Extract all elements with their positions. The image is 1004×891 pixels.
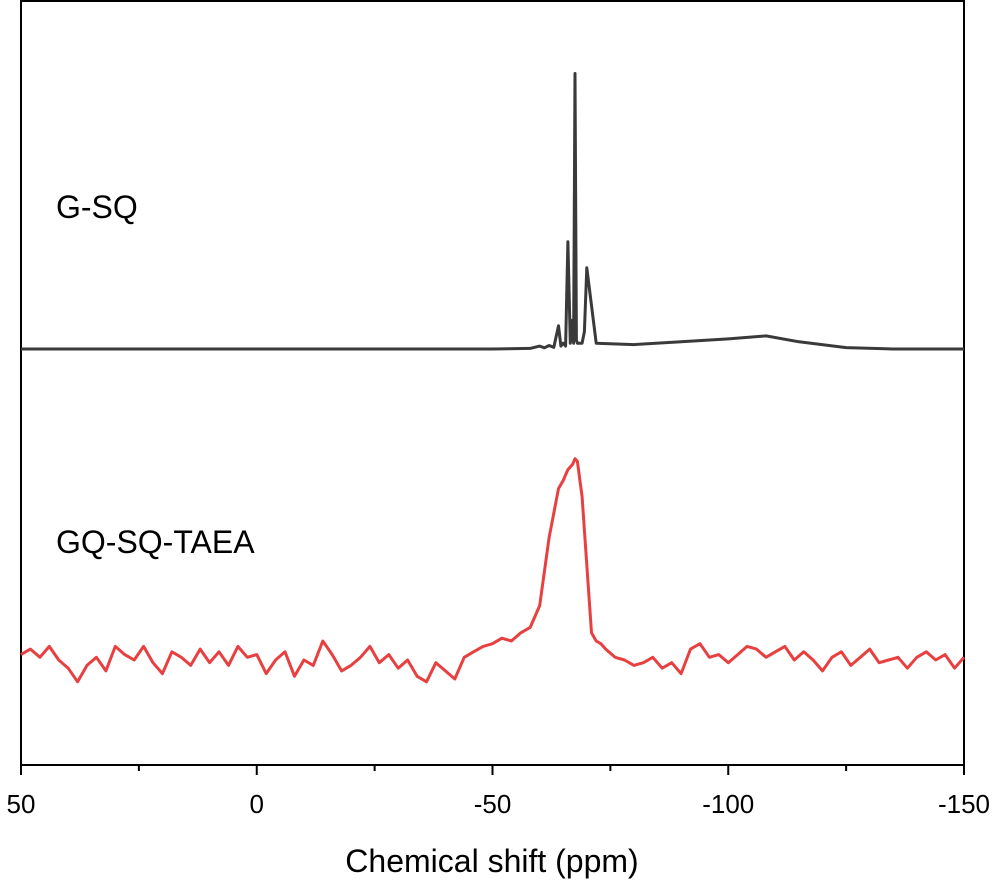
series-label-gq-sq-taea: GQ-SQ-TAEA xyxy=(56,524,255,560)
series-label-g-sq: G-SQ xyxy=(56,189,138,225)
series-line-gq-sq-taea xyxy=(20,457,966,684)
x-axis-ticks: 50 0 -50 -100 -150 xyxy=(7,765,990,819)
plot-frame xyxy=(20,0,965,766)
x-axis-title: Chemical shift (ppm) xyxy=(345,843,638,879)
x-tick-label: -150 xyxy=(938,789,990,819)
x-tick-label: 0 xyxy=(250,789,264,819)
x-tick-label: 50 xyxy=(7,789,36,819)
x-tick-label: -100 xyxy=(702,789,754,819)
series-line-g-sq xyxy=(21,72,964,351)
x-tick-label: -50 xyxy=(474,789,512,819)
series-layer: G-SQ GQ-SQ-TAEA xyxy=(20,72,966,684)
